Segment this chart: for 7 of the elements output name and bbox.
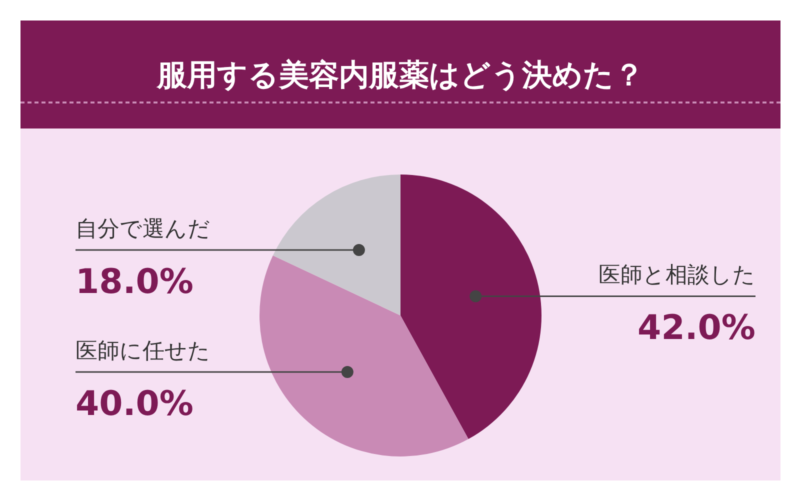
- slice-label: 自分で選んだ: [76, 217, 210, 242]
- data-label: 18.0%: [76, 262, 194, 302]
- data-label: 42.0%: [638, 308, 756, 348]
- slice-label: 医師と相談した: [598, 263, 756, 288]
- chart-title: 服用する美容内服薬はどう決めた？: [156, 58, 644, 93]
- data-label: 40.0%: [76, 384, 194, 424]
- slice-label: 医師に任せた: [76, 339, 210, 364]
